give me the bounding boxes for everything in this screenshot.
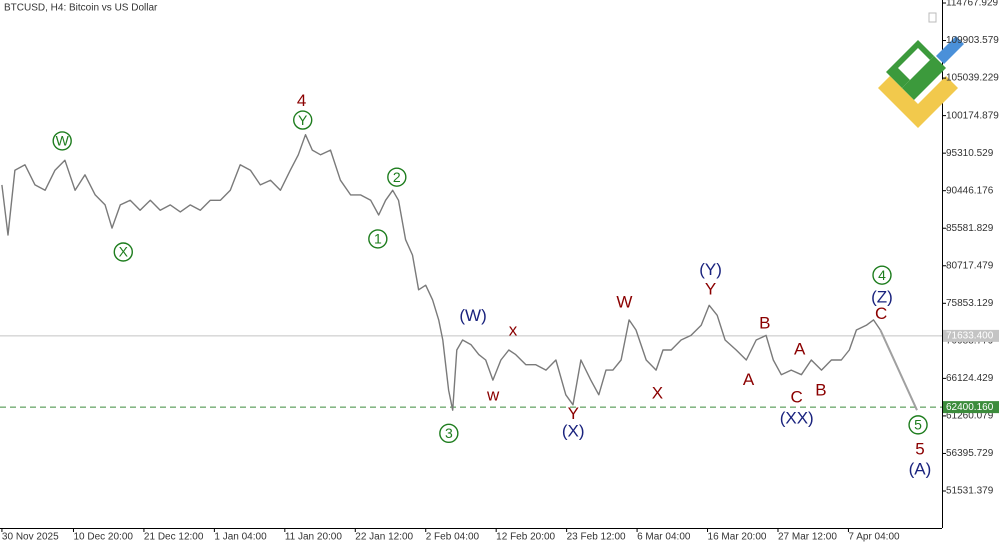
wave-circle [293,110,313,130]
y-tick-label: 100174.879 [946,110,999,121]
y-tick-label: 109903.579 [946,35,999,46]
wave-label: 5 [914,417,922,433]
wave-label: (XX) [780,408,814,427]
y-tick-label: 85581.829 [946,223,994,234]
price-line [879,329,918,411]
y-tick-label: 66124.429 [946,373,994,384]
wave-label: X [119,244,129,260]
x-tick-label: 27 Mar 12:00 [778,532,837,543]
x-tick-label: 22 Jan 12:00 [355,532,413,543]
price-line [1,134,881,411]
wave-label: 1 [374,231,382,247]
wave-label: (X) [562,422,585,441]
wave-label: (A) [909,459,932,478]
wave-label: A [743,370,755,389]
wave-label: W [56,133,70,149]
wave-label: C [791,388,803,407]
x-tick-label: 2 Feb 04:00 [426,532,480,543]
x-tick-label: 21 Dec 12:00 [144,532,204,543]
wave-label: B [759,313,770,332]
x-tick-label: 12 Feb 20:00 [496,532,555,543]
wave-label: (W) [459,306,486,325]
wave-label: (Z) [871,287,893,306]
wave-label: x [509,320,518,339]
price-level-tag [943,329,999,342]
y-tick-label: 114767.929 [946,0,999,9]
wave-label: Y [705,280,716,299]
wave-label: B [815,381,826,400]
x-tick-label: 7 Apr 04:00 [848,532,900,543]
x-tick-label: 6 Mar 04:00 [637,532,691,543]
wave-label: Y [298,112,308,128]
x-tick-label: 10 Dec 20:00 [73,532,133,543]
x-tick-label: 30 Nov 2025 [2,532,59,543]
y-tick-label: 105039.229 [946,73,999,84]
y-tick-label: 95310.529 [946,148,994,159]
x-tick-label: 11 Jan 20:00 [285,532,343,543]
price-level-label: 71633.400 [946,331,994,342]
x-tick-label: 1 Jan 04:00 [214,532,267,543]
price-level-tag [943,401,999,414]
scroll-icon [928,12,937,23]
wave-label: C [875,304,887,323]
wave-label: X [652,384,663,403]
wave-label: W [616,293,632,312]
y-tick-label: 61260.079 [946,411,994,422]
y-tick-label: 56395.729 [946,448,994,459]
x-tick-label: 16 Mar 20:00 [708,532,767,543]
y-tick-label: 80717.479 [946,260,994,271]
wave-circle [872,265,892,285]
y-tick-label: 75853.129 [946,298,994,309]
y-tick-label: 51531.379 [946,486,994,497]
x-tick-label: 23 Feb 12:00 [567,532,626,543]
wave-label: 3 [445,425,453,441]
wave-label: 5 [915,439,924,458]
wave-label: 2 [393,169,401,185]
wave-circle [439,423,459,444]
wave-circle [52,131,72,151]
wave-circle [908,415,928,435]
wave-label: w [486,385,500,404]
wave-label: (Y) [699,260,722,279]
wave-circle [368,229,388,249]
chart-title: BTCUSD, H4: Bitcoin vs US Dollar [4,3,158,14]
wave-label: A [794,340,806,359]
price-level-label: 62400.160 [946,402,994,413]
wave-circle [113,242,133,262]
logo [878,36,964,128]
wave-label: Y [568,404,579,423]
wave-label: 4 [878,267,886,283]
wave-circle [387,167,407,187]
y-tick-label: 90446.176 [946,185,994,196]
wave-label: 4 [297,91,306,110]
